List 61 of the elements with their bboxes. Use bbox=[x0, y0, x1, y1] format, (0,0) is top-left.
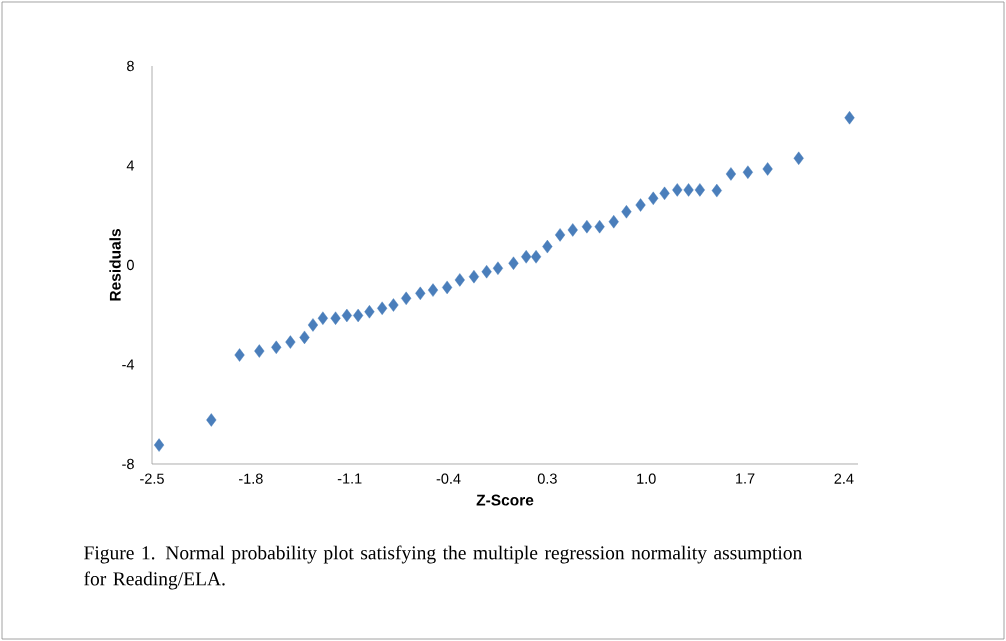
point bbox=[364, 305, 375, 319]
point bbox=[793, 151, 804, 165]
point bbox=[427, 283, 439, 297]
point bbox=[608, 215, 619, 229]
x-tick-label: -2.5 bbox=[140, 473, 164, 484]
point bbox=[621, 205, 632, 219]
y-tick-label: -4 bbox=[122, 359, 135, 370]
x-tick-label: 1.0 bbox=[637, 473, 656, 484]
point bbox=[307, 318, 319, 332]
point bbox=[442, 280, 453, 295]
point bbox=[711, 183, 722, 198]
point bbox=[844, 111, 855, 125]
point bbox=[377, 301, 388, 315]
x-tick-label: 1.7 bbox=[736, 473, 755, 484]
x-tick-label: -0.4 bbox=[436, 473, 461, 484]
y-tick-label: -8 bbox=[122, 458, 134, 470]
point bbox=[271, 340, 282, 355]
point bbox=[254, 344, 265, 358]
point bbox=[492, 261, 504, 275]
point bbox=[725, 167, 736, 181]
x-tick-label: -1.1 bbox=[337, 473, 362, 484]
point bbox=[415, 286, 426, 301]
y-axis-title: Residuals bbox=[109, 229, 121, 301]
x-tick-label: 0.3 bbox=[537, 473, 557, 484]
point bbox=[341, 308, 352, 323]
point bbox=[648, 191, 659, 206]
point bbox=[742, 165, 753, 179]
point bbox=[694, 183, 705, 197]
point bbox=[567, 223, 578, 237]
point bbox=[521, 250, 532, 264]
point bbox=[153, 438, 165, 452]
point bbox=[299, 330, 310, 345]
point bbox=[659, 186, 670, 201]
x-tick-label: 2.4 bbox=[834, 473, 854, 484]
point bbox=[762, 162, 773, 176]
point bbox=[330, 311, 341, 325]
point bbox=[594, 219, 605, 234]
point bbox=[285, 335, 296, 349]
x-axis-title: Z-Score bbox=[476, 494, 534, 506]
y-tick-label: 4 bbox=[126, 160, 135, 171]
point bbox=[508, 256, 519, 270]
point bbox=[555, 228, 566, 242]
point bbox=[481, 265, 492, 279]
point bbox=[206, 413, 217, 427]
y-tick-label: 0 bbox=[126, 259, 134, 271]
point bbox=[401, 291, 412, 306]
point bbox=[234, 348, 245, 362]
point bbox=[353, 308, 364, 323]
point bbox=[454, 273, 465, 287]
point bbox=[635, 198, 646, 212]
point bbox=[672, 183, 683, 197]
point bbox=[542, 239, 553, 254]
point bbox=[468, 269, 480, 284]
y-tick-label: 8 bbox=[127, 60, 134, 72]
x-tick-label: -1.8 bbox=[238, 473, 263, 484]
point bbox=[388, 298, 399, 312]
point bbox=[530, 250, 542, 264]
point bbox=[317, 311, 328, 325]
point bbox=[581, 219, 592, 234]
point bbox=[683, 183, 694, 197]
caption: Figure 1. Normal probability plot satisfying the multiple regression normality assumption for Reading/ELA. bbox=[84, 545, 802, 590]
